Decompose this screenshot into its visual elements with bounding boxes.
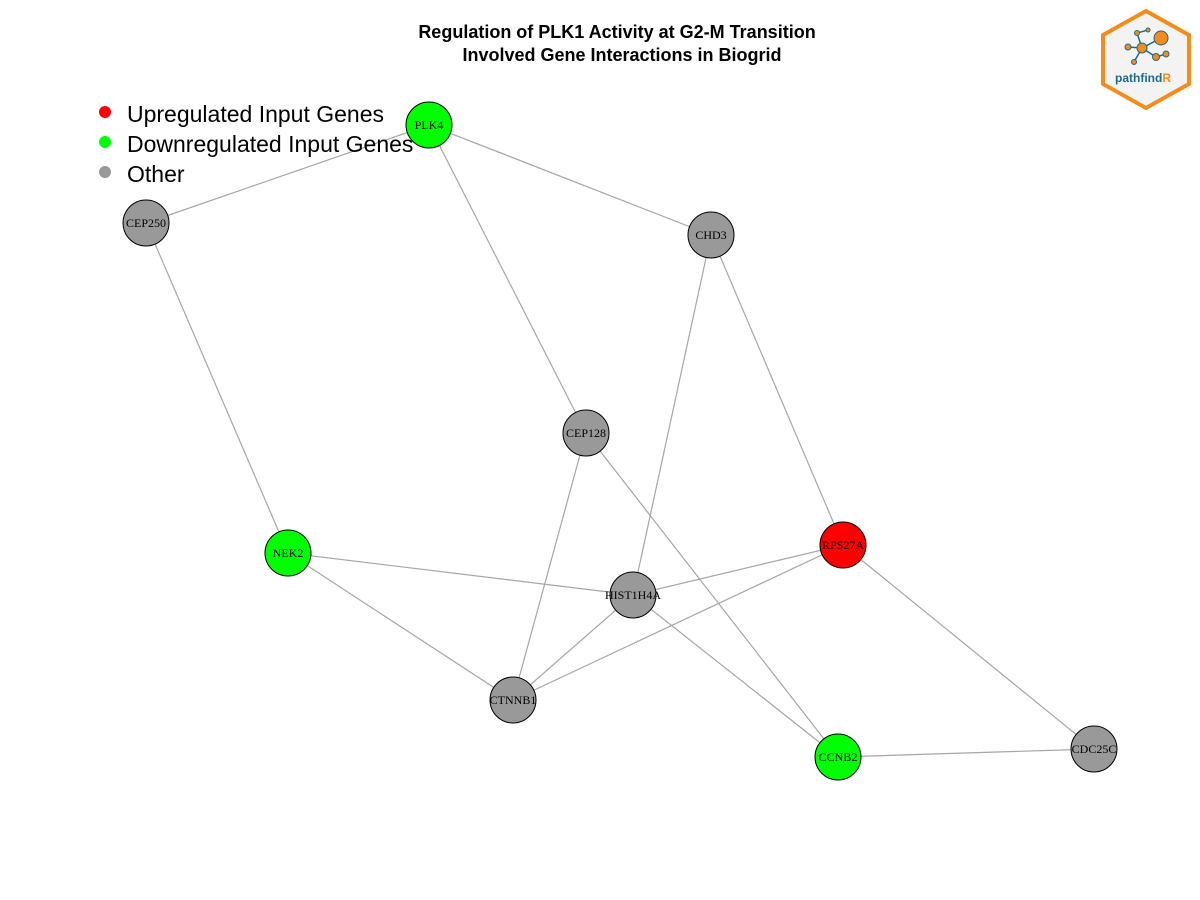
- edge-hist1h4a-ccnb2: [632, 594, 839, 758]
- legend-item-downregulated: Downregulated Input Genes: [99, 131, 413, 157]
- node-circle-cdc25c: [1070, 725, 1118, 773]
- edge-rps27a-hist1h4a: [632, 544, 844, 596]
- legend-dot-downregulated: [99, 136, 111, 148]
- edge-nek2-hist1h4a: [287, 552, 634, 596]
- logo-text-accent: R: [1162, 71, 1171, 85]
- legend: Upregulated Input Genes Downregulated In…: [99, 101, 413, 187]
- legend-label-downregulated: Downregulated Input Genes: [127, 131, 413, 157]
- node-label-cep128: CEP128: [566, 426, 606, 440]
- node-label-cep250: CEP250: [126, 216, 166, 230]
- node-label-chd3: CHD3: [695, 228, 726, 242]
- node-circle-chd3: [687, 211, 735, 259]
- edge-cep128-ccnb2: [585, 432, 839, 758]
- edge-plk4-cep128: [428, 124, 587, 434]
- node-circle-nek2: [264, 529, 312, 577]
- logo-hexagon: [1101, 8, 1191, 111]
- edge-cep128-ctnnb1: [512, 432, 587, 701]
- node-circle-cep250: [122, 199, 170, 247]
- edge-nek2-ctnnb1: [287, 552, 514, 701]
- pathfindr-logo: pathfindR: [1101, 8, 1191, 111]
- legend-dot-other: [99, 166, 111, 178]
- node-cdc25c: CDC25C: [1070, 725, 1118, 773]
- node-plk4: PLK4: [405, 101, 453, 149]
- edge-plk4-cep250: [145, 124, 430, 224]
- node-circle-plk4: [405, 101, 453, 149]
- edge-rps27a-cdc25c: [842, 544, 1095, 750]
- edge-ccnb2-cdc25c: [837, 748, 1095, 758]
- legend-label-other: Other: [127, 161, 185, 187]
- diagram-title-line1: Regulation of PLK1 Activity at G2-M Tran…: [418, 22, 815, 42]
- edge-plk4-chd3: [428, 124, 712, 236]
- node-rps27a: RPS27A: [819, 521, 867, 569]
- edge-rps27a-ctnnb1: [512, 544, 844, 701]
- legend-item-upregulated: Upregulated Input Genes: [99, 101, 384, 127]
- legend-item-other: Other: [99, 161, 185, 187]
- legend-dot-upregulated: [99, 106, 111, 118]
- logo-text-main: pathfind: [1115, 71, 1162, 85]
- node-label-rps27a: RPS27A: [822, 538, 864, 552]
- logo-text: pathfindR: [1115, 71, 1171, 85]
- node-nek2: NEK2: [264, 529, 312, 577]
- edge-chd3-rps27a: [710, 234, 844, 546]
- node-label-nek2: NEK2: [273, 546, 304, 560]
- legend-label-upregulated: Upregulated Input Genes: [127, 101, 384, 127]
- node-label-ctnnb1: CTNNB1: [490, 693, 537, 707]
- nodes-layer: PLK4 CEP250 CHD3 CEP128 NEK2 RPS27A HIST1H4A CT…: [122, 101, 1118, 781]
- node-label-ccnb2: CCNB2: [819, 750, 858, 764]
- node-ccnb2: CCNB2: [814, 733, 862, 781]
- node-hist1h4a: HIST1H4A: [605, 571, 661, 619]
- node-circle-rps27a: [819, 521, 867, 569]
- node-cep128: CEP128: [562, 409, 610, 457]
- edge-cep250-nek2: [145, 222, 289, 554]
- node-label-hist1h4a: HIST1H4A: [605, 588, 661, 602]
- diagram-title-line2: Involved Gene Interactions in Biogrid: [462, 45, 781, 65]
- node-cep250: CEP250: [122, 199, 170, 247]
- edge-hist1h4a-ctnnb1: [512, 594, 634, 701]
- node-label-cdc25c: CDC25C: [1072, 742, 1117, 756]
- edges-layer: [145, 124, 1095, 758]
- node-circle-cep128: [562, 409, 610, 457]
- node-chd3: CHD3: [687, 211, 735, 259]
- node-circle-hist1h4a: [609, 571, 657, 619]
- node-circle-ctnnb1: [489, 676, 537, 724]
- node-ctnnb1: CTNNB1: [489, 676, 537, 724]
- node-circle-ccnb2: [814, 733, 862, 781]
- node-label-plk4: PLK4: [415, 118, 444, 132]
- edge-chd3-hist1h4a: [632, 234, 712, 596]
- logo-network-nodes: [1124, 27, 1170, 65]
